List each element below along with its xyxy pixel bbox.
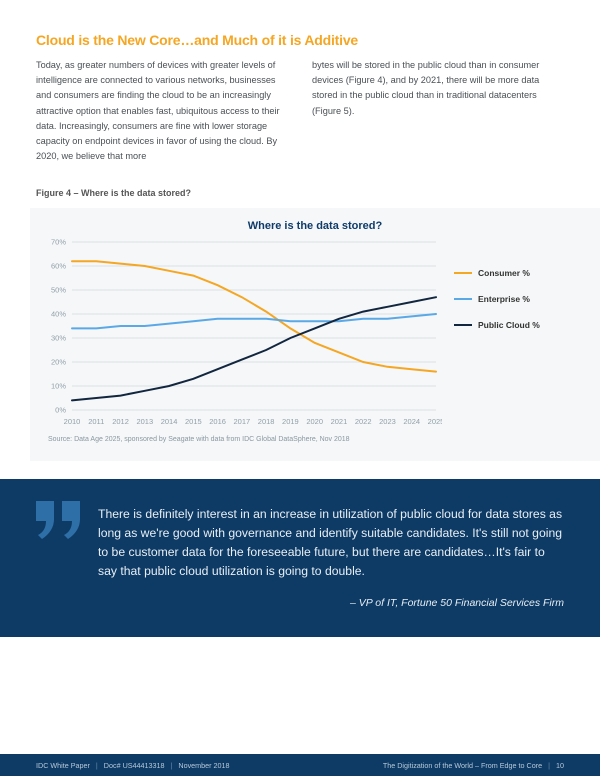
chart-container: Where is the data stored? 0% 10% 20% 30% 40%… — [30, 208, 600, 461]
svg-text:2020: 2020 — [306, 417, 323, 426]
svg-text:2010: 2010 — [64, 417, 81, 426]
svg-text:10%: 10% — [51, 382, 66, 391]
line-chart: 0% 10% 20% 30% 40% 50% 60% 70% 2010 2011 2012 2013 2… — [42, 238, 442, 428]
svg-text:70%: 70% — [51, 238, 66, 247]
svg-text:30%: 30% — [51, 334, 66, 343]
legend-label: Public Cloud % — [478, 320, 540, 330]
svg-text:2023: 2023 — [379, 417, 396, 426]
body-col-2: bytes will be stored in the public cloud… — [312, 58, 564, 164]
svg-text:2018: 2018 — [258, 417, 275, 426]
svg-text:2017: 2017 — [234, 417, 251, 426]
svg-text:60%: 60% — [51, 262, 66, 271]
svg-text:20%: 20% — [51, 358, 66, 367]
svg-text:2019: 2019 — [282, 417, 299, 426]
svg-text:2022: 2022 — [355, 417, 372, 426]
body-col-1: Today, as greater numbers of devices wit… — [36, 58, 288, 164]
svg-text:40%: 40% — [51, 310, 66, 319]
svg-text:0%: 0% — [55, 406, 66, 415]
figure-label: Figure 4 – Where is the data stored? — [36, 188, 564, 198]
svg-text:2024: 2024 — [403, 417, 420, 426]
legend-swatch — [454, 272, 472, 274]
chart-title: Where is the data stored? — [42, 220, 588, 232]
legend-item: Public Cloud % — [454, 320, 588, 330]
section-title: Cloud is the New Core…and Much of it is … — [36, 32, 564, 48]
legend-swatch — [454, 298, 472, 300]
footer-right: The Digitization of the World – From Edg… — [383, 761, 564, 770]
svg-text:2016: 2016 — [209, 417, 226, 426]
legend-item: Consumer % — [454, 268, 588, 278]
quote-text: There is definitely interest in an incre… — [98, 505, 564, 581]
quote-mark-icon — [36, 501, 84, 541]
quote-block: There is definitely interest in an incre… — [0, 479, 600, 637]
svg-text:2025: 2025 — [428, 417, 442, 426]
svg-text:2021: 2021 — [331, 417, 348, 426]
svg-text:2011: 2011 — [88, 417, 104, 426]
svg-text:50%: 50% — [51, 286, 66, 295]
legend-label: Consumer % — [478, 268, 530, 278]
chart-source: Source: Data Age 2025, sponsored by Seag… — [42, 436, 588, 443]
svg-text:2013: 2013 — [136, 417, 153, 426]
svg-text:2015: 2015 — [185, 417, 202, 426]
legend-label: Enterprise % — [478, 294, 530, 304]
page-footer: IDC White Paper | Doc# US44413318 | Nove… — [0, 754, 600, 776]
legend-item: Enterprise % — [454, 294, 588, 304]
svg-text:2012: 2012 — [112, 417, 129, 426]
quote-attribution: – VP of IT, Fortune 50 Financial Service… — [36, 597, 564, 609]
body-columns: Today, as greater numbers of devices wit… — [36, 58, 564, 164]
chart-legend: Consumer % Enterprise % Public Cloud % — [442, 238, 588, 428]
svg-text:2014: 2014 — [161, 417, 178, 426]
footer-left: IDC White Paper | Doc# US44413318 | Nove… — [36, 761, 230, 770]
legend-swatch — [454, 324, 472, 326]
